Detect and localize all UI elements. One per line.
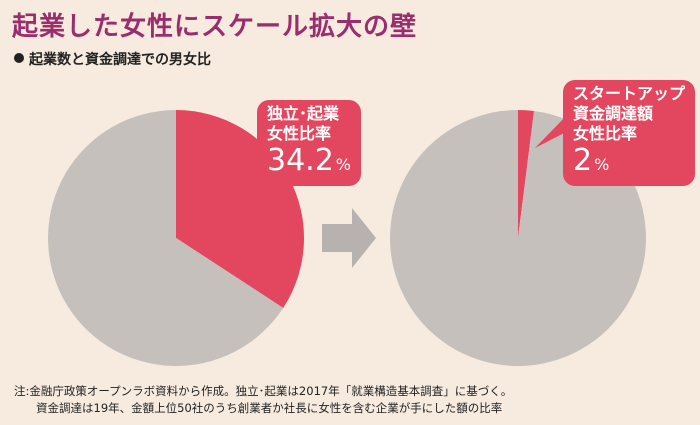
page-title: 起業した女性にスケール拡大の壁 [12,12,418,42]
pie-slice-female [518,110,535,238]
callout-label-line: 独立･起業 [267,104,340,123]
callout-label-line: スタートアップ [573,84,686,103]
callout-label-line: 女性比率 [267,124,332,143]
footnote-line-2: 資金調達は19年、金額上位50社のうち創業者か社長に女性を含む企業が手にした額の… [36,401,503,415]
callout-pointer-1 [240,168,262,196]
callout-label-line: 女性比率 [573,124,638,143]
footnote: 注:金融庁政策オープンラボ資料から作成。独立･起業は2017年「就業構造基本調査… [14,383,512,417]
callout-value: 34.2% [267,143,351,178]
callout-label-line: 資金調達額 [573,104,654,123]
subtitle-text: 起業数と資金調達での男女比 [29,52,211,68]
callout-pointer-2 [535,112,570,148]
callout-value: 2% [573,143,610,178]
footnote-line-1: 注:金融庁政策オープンラボ資料から作成。独立･起業は2017年「就業構造基本調査… [14,384,513,398]
pie-slice-rest [48,110,284,366]
bullet-icon [14,53,24,63]
chart-subtitle: 起業数と資金調達での男女比 [14,49,211,69]
callout-founders: 独立･起業 女性比率 34.2% [257,100,361,186]
callout-funding: スタートアップ 資金調達額 女性比率 2% [563,80,696,186]
arrow-right-icon [322,208,376,268]
